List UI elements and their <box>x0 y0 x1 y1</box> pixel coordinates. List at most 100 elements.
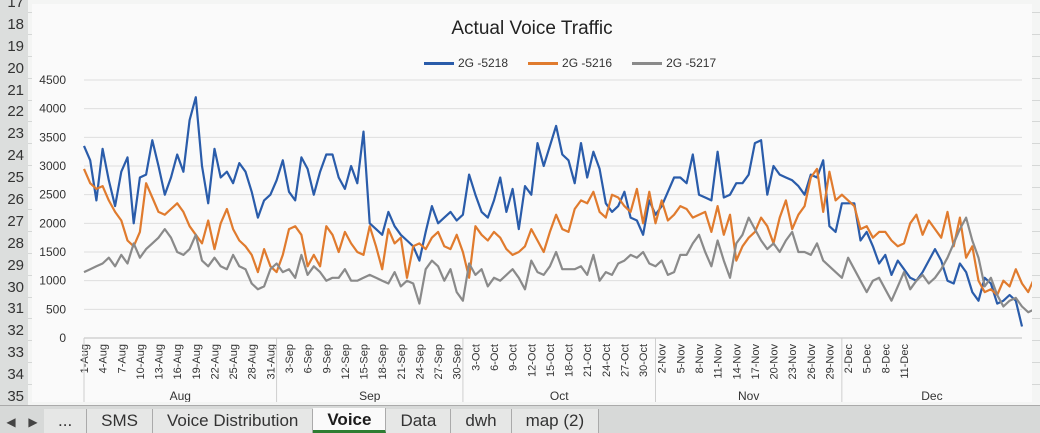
x-tick-label: 12-Oct <box>526 344 538 377</box>
x-tick-label: 27-Sep <box>433 344 445 379</box>
x-tick-label: 17-Nov <box>750 344 762 380</box>
row-number[interactable]: 28 <box>7 234 24 252</box>
row-number[interactable]: 31 <box>7 300 24 318</box>
x-tick-label: 25-Aug <box>228 344 240 379</box>
y-tick-label: 500 <box>46 302 66 316</box>
x-tick-label: 9-Oct <box>508 344 520 371</box>
legend-swatch <box>424 61 454 65</box>
legend-swatch <box>632 61 663 65</box>
tab-voice-distribution[interactable]: Voice Distribution <box>153 409 314 433</box>
row-number[interactable]: 24 <box>7 147 24 165</box>
row-number[interactable]: 27 <box>7 212 24 230</box>
chart-title: Actual Voice Traffic <box>451 18 613 39</box>
row-number[interactable]: 18 <box>7 15 24 33</box>
y-tick-label: 0 <box>59 331 66 345</box>
chart-legend: 2G -5218 2G -5216 2G -5217 <box>424 56 716 70</box>
row-number[interactable]: 22 <box>7 103 24 121</box>
x-tick-label: 2-Nov <box>657 344 669 374</box>
x-tick-label: 3-Oct <box>470 344 482 371</box>
x-tick-label: 15-Oct <box>545 344 557 377</box>
row-number[interactable]: 25 <box>7 169 24 187</box>
x-tick-label: 26-Nov <box>806 344 818 380</box>
row-number[interactable]: 33 <box>7 344 24 362</box>
tab-scroll-left-icon[interactable]: ◀ <box>6 415 16 429</box>
line-chart: 0 500 1000 1500 2000 2500 3000 3500 4000 4500 1-Au… <box>39 73 1032 402</box>
row-number[interactable]: 35 <box>7 388 24 406</box>
x-tick-label: 4-Aug <box>98 344 110 373</box>
x-tick-label: 10-Aug <box>135 344 147 379</box>
row-number[interactable]: 21 <box>7 81 24 99</box>
tab-more[interactable]: ... <box>44 409 88 433</box>
x-tick-label: 5-Dec <box>862 344 874 374</box>
x-tick-label: 30-Oct <box>638 344 650 377</box>
row-number[interactable]: 30 <box>7 278 24 296</box>
x-tick-label: 9-Sep <box>321 344 333 373</box>
month-label: Sep <box>359 389 381 402</box>
month-label: Oct <box>550 389 569 402</box>
x-tick-label: 21-Oct <box>582 344 594 377</box>
tab-data[interactable]: Data <box>386 409 452 433</box>
month-label: Dec <box>921 389 942 402</box>
y-tick-label: 2500 <box>39 188 66 202</box>
legend-item: 2G -5217 <box>632 56 716 70</box>
row-number[interactable]: 23 <box>7 125 24 143</box>
y-tick-label: 3000 <box>39 159 66 173</box>
row-number[interactable]: 19 <box>7 37 24 55</box>
y-tick-label: 4500 <box>39 73 66 87</box>
row-number[interactable]: 32 <box>7 322 24 340</box>
legend-swatch <box>528 61 559 65</box>
x-tick-label: 18-Oct <box>564 344 576 377</box>
x-tick-label: 11-Dec <box>899 344 911 379</box>
y-tick-label: 1000 <box>39 274 66 288</box>
row-number[interactable]: 34 <box>7 366 24 384</box>
tab-scroll-right-icon[interactable]: ▶ <box>28 415 38 429</box>
y-tick-label: 2000 <box>39 216 66 230</box>
x-tick-label: 8-Nov <box>694 344 706 374</box>
tab-dwh[interactable]: dwh <box>451 409 512 433</box>
x-tick-label: 21-Sep <box>396 344 408 379</box>
tab-map-2[interactable]: map (2) <box>511 409 600 433</box>
tab-sms[interactable]: SMS <box>87 409 154 433</box>
x-tick-label: 3-Sep <box>284 344 296 373</box>
y-tick-label: 4000 <box>39 102 66 116</box>
y-tick-label: 1500 <box>39 245 66 259</box>
x-tick-label: 22-Aug <box>209 344 221 379</box>
sheet-tabs: ◀ ▶ ... SMS Voice Distribution Voice Dat… <box>0 405 1040 433</box>
tab-voice[interactable]: Voice <box>313 408 387 433</box>
x-tick-label: 13-Aug <box>154 344 166 379</box>
series-line <box>82 167 1032 297</box>
legend-label: 2G -5217 <box>666 56 717 70</box>
month-label: Aug <box>170 389 191 402</box>
x-tick-label: 12-Sep <box>340 344 352 379</box>
row-number[interactable]: 17 <box>7 0 24 11</box>
row-number[interactable]: 26 <box>7 191 24 209</box>
y-tick-label: 3500 <box>39 130 66 144</box>
x-tick-label: 19-Aug <box>191 344 203 379</box>
x-tick-label: 27-Oct <box>619 344 631 377</box>
x-tick-label: 30-Sep <box>452 344 464 379</box>
x-tick-label: 15-Sep <box>359 344 371 379</box>
row-number[interactable]: 29 <box>7 256 24 274</box>
row-number[interactable]: 20 <box>7 59 24 77</box>
x-tick-label: 20-Nov <box>769 344 781 380</box>
x-tick-label: 5-Nov <box>675 344 687 374</box>
row-headers: 17 18 19 20 21 22 23 24 25 26 27 28 29 30 31 32 33 34 35 <box>0 0 29 405</box>
x-tick-label: 24-Sep <box>414 344 426 379</box>
chart-area[interactable]: Actual Voice Traffic 2G -5218 2G -5216 2… <box>32 4 1032 402</box>
x-tick-label: 2-Dec <box>843 344 855 374</box>
x-tick-label: 23-Nov <box>787 344 799 380</box>
legend-label: 2G -5218 <box>458 56 509 70</box>
x-tick-label: 6-Sep <box>303 344 315 373</box>
legend-item: 2G -5218 <box>424 56 508 70</box>
x-tick-label: 29-Nov <box>824 344 836 380</box>
x-tick-label: 16-Aug <box>172 344 184 379</box>
month-label: Nov <box>738 389 759 402</box>
x-tick-label: 24-Oct <box>601 344 613 377</box>
x-tick-label: 28-Aug <box>247 344 259 379</box>
series-line <box>83 216 1032 314</box>
x-tick-label: 31-Aug <box>265 344 277 379</box>
x-tick-label: 8-Dec <box>880 344 892 374</box>
x-tick-label: 11-Nov <box>713 344 725 379</box>
x-tick-label: 1-Aug <box>79 344 91 373</box>
x-tick-label: 14-Nov <box>731 344 743 380</box>
